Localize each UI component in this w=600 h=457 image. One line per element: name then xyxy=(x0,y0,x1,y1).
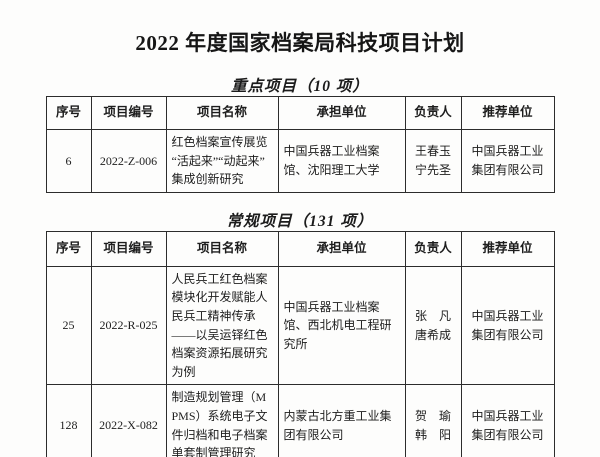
column-header-seq: 序号 xyxy=(45,230,92,267)
column-header-code: 项目编号 xyxy=(90,96,167,130)
cell-unit: 中国兵器工业档案馆、西北机电工程研究所 xyxy=(277,265,406,386)
regular-projects-table: 序号 项目编号 项目名称 承担单位 负责人 推荐单位 25 2022-R-025 人民兵工红色… xyxy=(45,230,555,457)
column-header-recommender: 推荐单位 xyxy=(460,230,555,267)
cell-seq: 6 xyxy=(45,129,92,193)
table-row: 6 2022-Z-006 红色档案宣传展览“活起来”“动起来”集成创新研究 中国兵器工… xyxy=(45,129,555,193)
section-heading-regular-projects: 常规项目（131 项） xyxy=(226,212,374,230)
cell-leaders: 张 凡 唐希成 xyxy=(404,265,462,386)
cell-recommender: 中国兵器工业集团有限公司 xyxy=(460,265,555,386)
cell-unit: 内蒙古北方重工业集团有限公司 xyxy=(277,384,406,457)
column-header-leaders: 负责人 xyxy=(404,96,462,130)
table-row: 128 2022-X-082 制造规划管理（MPMS）系统电子文件归档和电子档案单套… xyxy=(45,384,555,457)
column-header-unit: 承担单位 xyxy=(277,96,406,130)
cell-recommender: 中国兵器工业集团有限公司 xyxy=(460,129,555,193)
column-header-leaders: 负责人 xyxy=(404,230,462,267)
cell-name: 制造规划管理（MPMS）系统电子文件归档和电子档案单套制管理研究 xyxy=(165,384,279,457)
section-key-projects: 重点项目（10 项） 序号 项目编号 项目名称 承担单位 负责人 推荐单位 6 2022-Z… xyxy=(0,74,600,193)
cell-seq: 25 xyxy=(45,265,92,386)
key-projects-table: 序号 项目编号 项目名称 承担单位 负责人 推荐单位 6 2022-Z-006 红色档案宣传展… xyxy=(45,96,555,193)
cell-name: 人民兵工红色档案模块化开发赋能人民兵工精神传承——以吴运铎红色档案资源拓展研究为… xyxy=(165,265,279,386)
cell-unit: 中国兵器工业档案馆、沈阳理工大学 xyxy=(277,129,406,193)
cell-leaders: 贺 瑜 韩 阳 xyxy=(404,384,462,457)
cell-code: 2022-X-082 xyxy=(90,384,167,457)
section-heading-key-projects: 重点项目（10 项） xyxy=(231,78,369,95)
column-header-code: 项目编号 xyxy=(90,230,167,267)
table-header-row: 序号 项目编号 项目名称 承担单位 负责人 推荐单位 xyxy=(45,96,555,130)
cell-name: 红色档案宣传展览“活起来”“动起来”集成创新研究 xyxy=(165,129,279,193)
column-header-name: 项目名称 xyxy=(165,96,279,130)
cell-recommender: 中国兵器工业集团有限公司 xyxy=(460,384,555,457)
table-row: 25 2022-R-025 人民兵工红色档案模块化开发赋能人民兵工精神传承——以吴运… xyxy=(45,265,555,386)
column-header-recommender: 推荐单位 xyxy=(460,96,555,130)
column-header-unit: 承担单位 xyxy=(277,230,406,267)
cell-seq: 128 xyxy=(45,384,92,457)
cell-code: 2022-Z-006 xyxy=(90,129,167,193)
page-title: 2022 年度国家档案局科技项目计划 xyxy=(135,31,465,55)
column-header-name: 项目名称 xyxy=(165,230,279,267)
section-regular-projects: 常规项目（131 项） 序号 项目编号 项目名称 承担单位 负责人 推荐单位 25 2022… xyxy=(0,209,600,457)
cell-leaders: 王春玉 宁先圣 xyxy=(404,129,462,193)
cell-code: 2022-R-025 xyxy=(90,265,167,386)
column-header-seq: 序号 xyxy=(45,96,92,130)
table-header-row: 序号 项目编号 项目名称 承担单位 负责人 推荐单位 xyxy=(45,230,555,267)
